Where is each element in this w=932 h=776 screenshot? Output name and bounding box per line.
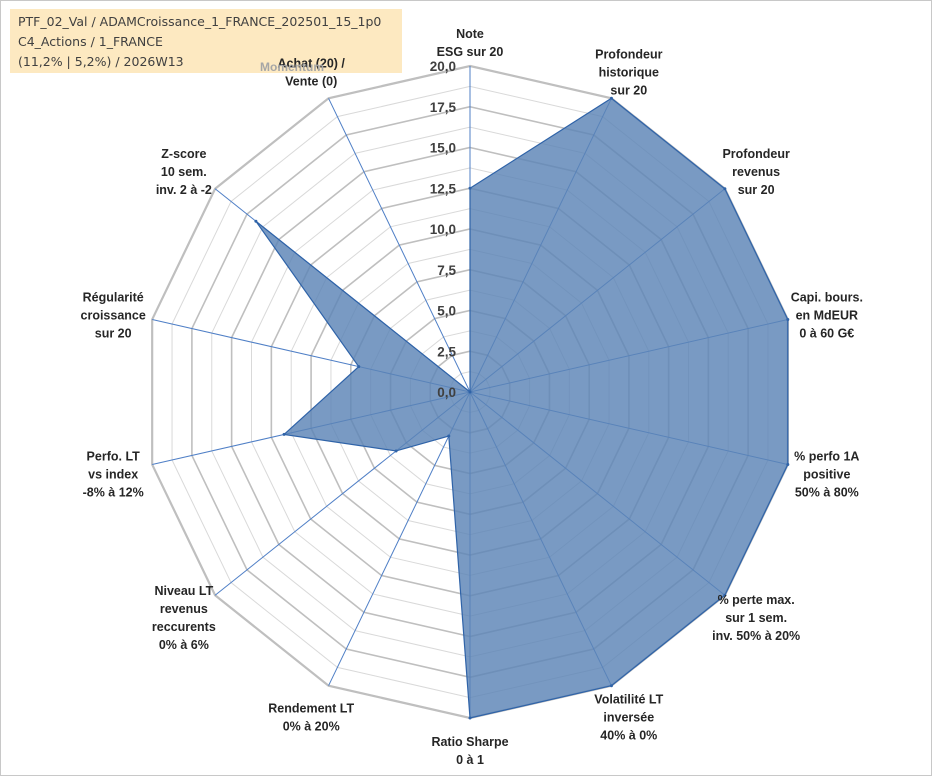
momentum-annotation: Momentum [260, 60, 324, 74]
portfolio-name: PTF_02_Val / ADAMCroissance_1_FRANCE_202… [18, 14, 382, 29]
category-label: Profondeur historique sur 20 [595, 47, 662, 97]
category-label: Régularité croissance sur 20 [81, 290, 146, 340]
category-label-line: reccurents [152, 620, 216, 634]
category-label-line: Z-score [161, 147, 206, 161]
category-label-line: Volatilité LT [594, 693, 663, 707]
category-label-line: 10 sem. [161, 165, 207, 179]
category-label: Ratio Sharpe 0 à 1 [431, 735, 508, 767]
category-label-line: sur 20 [95, 326, 132, 340]
radial-tick-label: 15,0 [430, 141, 456, 156]
category-label-line: 0 à 60 G€ [799, 326, 854, 340]
category-label-line: 40% à 0% [600, 729, 657, 743]
category-label: Profondeur revenus sur 20 [722, 147, 789, 197]
radar-data-point [357, 365, 361, 369]
category-label-line: 0% à 20% [283, 720, 340, 734]
category-label-line: sur 20 [738, 183, 775, 197]
category-label-line: Vente (0) [285, 74, 337, 88]
category-label-line: Rendement LT [268, 702, 354, 716]
category-label-line: inversée [603, 711, 654, 725]
category-label-line: Note [456, 27, 484, 41]
radar-data-point [254, 219, 258, 223]
radial-tick-label: 20,0 [430, 59, 456, 74]
radial-tick-label: 5,0 [437, 304, 456, 319]
category-label-line: Régularité [83, 290, 144, 304]
category-label: Note ESG sur 20 [437, 27, 504, 59]
radial-tick-label: 10,0 [430, 222, 456, 237]
radar-spoke [328, 98, 471, 393]
radar-data-point [786, 317, 790, 321]
radar-series [254, 96, 790, 720]
category-label-line: inv. 50% à 20% [712, 629, 800, 643]
category-label-line: sur 20 [610, 83, 647, 97]
radar-data-point [468, 390, 472, 394]
category-label-line: Capi. bours. [791, 290, 863, 304]
radar-data-point [609, 684, 613, 688]
category-label-line: Profondeur [595, 47, 662, 61]
radial-tick-label: 12,5 [430, 181, 457, 196]
category-label: Volatilité LT inversée 40% à 0% [594, 693, 663, 743]
category-label-line: Ratio Sharpe [431, 735, 508, 749]
radar-data-point [786, 463, 790, 467]
radar-spoke [328, 391, 471, 686]
radial-tick-label: 2,5 [437, 344, 456, 359]
category-label-line: revenus [732, 165, 780, 179]
category-label-line: croissance [81, 308, 146, 322]
category-label-line: 0 à 1 [456, 753, 484, 767]
category-label-line: historique [599, 65, 659, 79]
radial-tick-label: 17,5 [430, 100, 457, 115]
radar-series-area [255, 97, 789, 719]
radial-tick-labels: 0,0 2,5 5,0 7,5 10,0 12,5 15,0 17,5 20,0 [430, 59, 457, 400]
category-label: % perfo 1A positive 50% à 80% [794, 450, 859, 500]
category-label-line: Profondeur [722, 147, 789, 161]
performance-period: (11,2% | 5,2%) / 2026W13 [18, 54, 184, 69]
category-label-line: positive [803, 468, 850, 482]
category-label-line: inv. 2 à -2 [156, 183, 212, 197]
category-label: Perfo. LT vs index -8% à 12% [83, 450, 144, 500]
portfolio-info-box: PTF_02_Val / ADAMCroissance_1_FRANCE_202… [10, 9, 402, 73]
category-label: Achat (20) / Vente (0) [278, 56, 346, 88]
category-label-line: % perfo 1A [794, 450, 859, 464]
category-label-line: -8% à 12% [83, 486, 144, 500]
category-label-line: revenus [160, 602, 208, 616]
category-labels: Note ESG sur 20 Profondeur historique sur 20… [81, 27, 863, 767]
category-label-line: ESG sur 20 [437, 45, 504, 59]
category-label-line: sur 1 sem. [725, 611, 787, 625]
category-label-line: vs index [88, 468, 138, 482]
category-label: Niveau LT revenus reccurents 0% à 6% [152, 584, 216, 652]
category-label: Rendement LT 0% à 20% [268, 702, 354, 734]
category-label-line: Niveau LT [154, 584, 213, 598]
radar-data-point [468, 716, 472, 720]
category-label-line: Achat (20) / [278, 56, 346, 70]
category-label: % perte max. sur 1 sem. inv. 50% à 20% [712, 593, 800, 643]
radar-data-point [723, 187, 727, 191]
category-label-line: % perte max. [718, 593, 795, 607]
category-label: Capi. bours. en MdEUR 0 à 60 G€ [791, 290, 863, 340]
category-label-line: Perfo. LT [87, 450, 141, 464]
radar-data-point [723, 593, 727, 597]
radial-tick-label: 0,0 [437, 385, 456, 400]
radar-data-point [468, 186, 472, 190]
asset-class: C4_Actions / 1_FRANCE [18, 34, 163, 49]
category-label-line: 0% à 6% [159, 638, 209, 652]
radar-data-point [609, 96, 613, 100]
category-label: Z-score 10 sem. inv. 2 à -2 [156, 147, 212, 197]
category-label-line: 50% à 80% [795, 486, 859, 500]
radial-tick-label: 7,5 [437, 263, 456, 278]
radar-data-point [394, 449, 398, 453]
radar-data-point [282, 432, 286, 436]
category-label-line: en MdEUR [796, 308, 859, 322]
radar-data-point [447, 434, 451, 438]
